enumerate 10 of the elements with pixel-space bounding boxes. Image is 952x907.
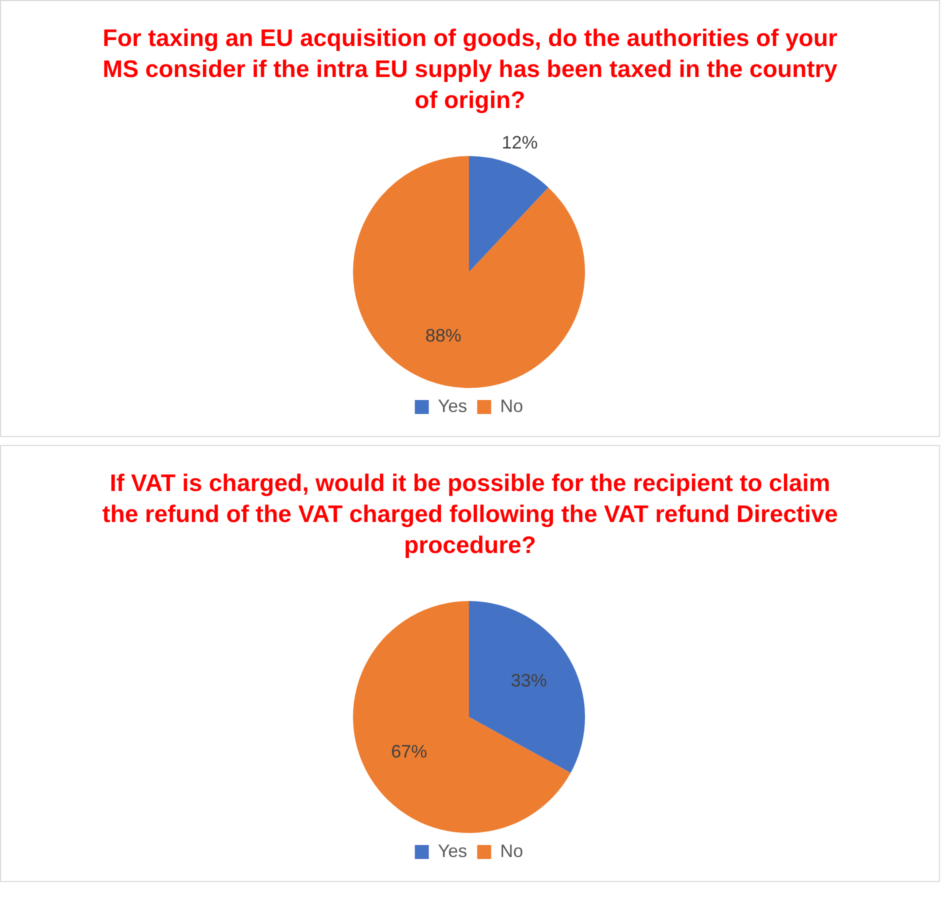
legend-label: No xyxy=(500,396,524,416)
data-label: 33% xyxy=(510,670,547,691)
data-label: 88% xyxy=(425,326,462,346)
chart-title: If VAT is charged, would it be possible for the recipient to claim the refund of the VAT charged following the VAT refund Directive procedure? xyxy=(101,469,839,561)
data-label: 67% xyxy=(391,741,428,762)
chart-title: For taxing an EU acquisition of goods, do the authorities of your MS consider if the intra EU supply has been taxed in the country of origin? xyxy=(102,24,838,116)
legend-label: Yes xyxy=(438,396,468,416)
legend-label: No xyxy=(500,840,524,861)
data-label: 12% xyxy=(502,132,538,153)
legend-label: Yes xyxy=(438,840,468,861)
